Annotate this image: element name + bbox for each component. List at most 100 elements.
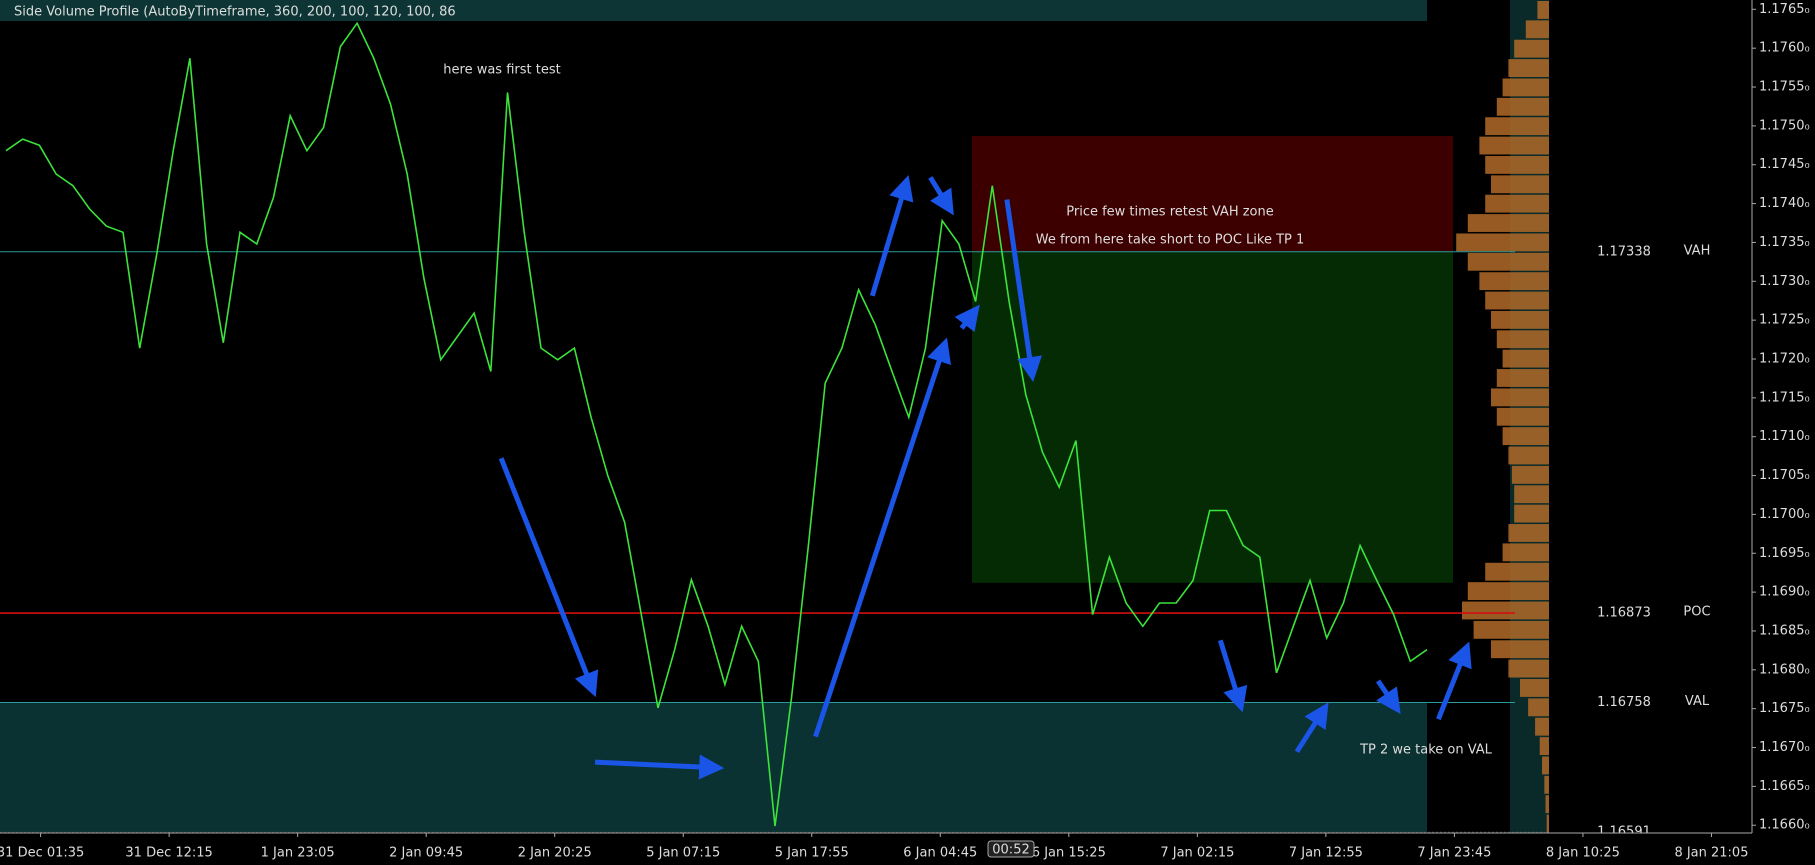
y-tick-label: 1.1710₀: [1759, 429, 1810, 444]
x-tick-label: 31 Dec 01:35: [0, 846, 84, 861]
annotation: TP 2 we take on VAL: [1359, 743, 1493, 758]
profile-bar: [1496, 407, 1549, 426]
profile-bar: [1502, 427, 1549, 446]
annotation: We from here take short to POC Like TP 1: [1036, 233, 1305, 248]
profile-bar: [1502, 349, 1549, 368]
y-tick-label: 1.1700₀: [1759, 507, 1810, 522]
profile-bar: [1508, 659, 1549, 678]
x-tick-label: 7 Jan 23:45: [1417, 846, 1491, 861]
annotation: Price few times retest VAH zone: [1066, 205, 1274, 220]
y-tick-label: 1.1740₀: [1759, 196, 1810, 211]
y-tick-label: 1.1720₀: [1759, 351, 1810, 366]
profile-bar: [1539, 737, 1549, 756]
x-tick-label: 5 Jan 17:55: [775, 846, 849, 861]
zone: [972, 135, 1453, 252]
profile-bar: [1525, 20, 1549, 39]
profile-bar: [1473, 620, 1549, 639]
profile-bar: [1485, 194, 1549, 213]
x-tick-label: 6 Jan 15:25: [1032, 846, 1106, 861]
profile-bar: [1462, 601, 1549, 620]
x-tick-label: 2 Jan 20:25: [518, 846, 592, 861]
arrow: [954, 304, 980, 333]
level-name: POC: [1683, 605, 1710, 620]
profile-bar: [1535, 717, 1549, 736]
profile-bar: [1511, 465, 1549, 484]
profile-bar: [1479, 136, 1549, 155]
time-marker: 00:52: [992, 843, 1029, 858]
y-tick-label: 1.1705₀: [1759, 468, 1810, 483]
y-tick-label: 1.1760₀: [1759, 41, 1810, 56]
profile-bar: [1467, 252, 1549, 271]
y-tick-label: 1.1745₀: [1759, 157, 1810, 172]
profile-bar: [1545, 795, 1549, 814]
level-name: VAL: [1685, 694, 1710, 709]
profile-bar: [1546, 814, 1549, 833]
arrow: [1294, 702, 1329, 754]
x-tick-label: 7 Jan 12:55: [1289, 846, 1363, 861]
profile-bar: [1491, 175, 1549, 194]
profile-bar: [1496, 97, 1549, 116]
arrow: [1004, 199, 1042, 382]
profile-bar: [1537, 1, 1549, 19]
arrow: [1436, 641, 1472, 721]
y-tick-label: 1.1660₀: [1759, 818, 1810, 833]
x-tick-label: 7 Jan 02:15: [1160, 846, 1234, 861]
y-tick-label: 1.1755₀: [1759, 80, 1810, 95]
level-name: VAH: [1684, 243, 1711, 258]
profile-bar: [1485, 155, 1549, 174]
x-tick-label: 6 Jan 04:45: [903, 846, 977, 861]
profile-bar: [1514, 485, 1549, 504]
price-line: [5, 21, 1428, 827]
level-value: 1.17338: [1597, 244, 1651, 259]
y-tick-label: 1.1695₀: [1759, 546, 1810, 561]
y-tick-label: 1.1680₀: [1759, 662, 1810, 677]
profile-bar: [1467, 214, 1549, 232]
profile-bar: [1508, 59, 1549, 77]
profile-bar: [1491, 310, 1549, 329]
y-tick-label: 1.1750₀: [1759, 118, 1810, 133]
annotation: here was first test: [443, 63, 560, 78]
profile-bar: [1528, 698, 1549, 717]
y-tick-label: 1.1715₀: [1759, 390, 1810, 405]
arrow: [1217, 639, 1248, 713]
arrow: [594, 754, 725, 780]
x-tick-label: 2 Jan 09:45: [389, 846, 463, 861]
profile-bar: [1485, 291, 1549, 310]
profile-bar: [1502, 78, 1549, 97]
y-tick-label: 1.1735₀: [1759, 235, 1810, 250]
profile-bar: [1485, 562, 1549, 581]
profile-bar: [1514, 39, 1549, 58]
x-tick-label: 1 Jan 23:05: [261, 846, 335, 861]
y-tick-label: 1.1725₀: [1759, 313, 1810, 328]
x-tick-label: 31 Dec 12:15: [125, 846, 212, 861]
level-value: 1.16873: [1597, 606, 1651, 621]
profile-bar: [1542, 756, 1549, 775]
profile-bar: [1485, 117, 1549, 136]
arrow: [869, 175, 914, 297]
profile-bar: [1496, 369, 1549, 387]
profile-bar: [1467, 582, 1549, 601]
arrow: [498, 457, 599, 698]
y-tick-label: 1.1675₀: [1759, 701, 1810, 716]
profile-bar: [1491, 640, 1549, 659]
y-tick-label: 1.1665₀: [1759, 779, 1810, 794]
arrow: [1376, 679, 1401, 715]
profile-bar: [1491, 388, 1549, 407]
x-tick-label: 8 Jan 21:05: [1674, 846, 1748, 861]
profile-bar: [1514, 504, 1549, 523]
title-bar: [0, 0, 1427, 21]
y-tick-label: 1.1690₀: [1759, 585, 1810, 600]
arrow: [928, 176, 954, 216]
y-tick-label: 1.1670₀: [1759, 740, 1810, 755]
zone: [972, 251, 1453, 583]
x-tick-label: 5 Jan 07:15: [646, 846, 720, 861]
time-marker-box: [987, 840, 1035, 858]
x-axis-bg: [0, 833, 1815, 865]
arrow: [813, 337, 952, 738]
y-tick-label: 1.1730₀: [1759, 274, 1810, 289]
profile-bar: [1456, 233, 1549, 252]
x-tick-label: 8 Jan 10:25: [1546, 846, 1620, 861]
y-tick-label: 1.1765₀: [1759, 2, 1810, 17]
